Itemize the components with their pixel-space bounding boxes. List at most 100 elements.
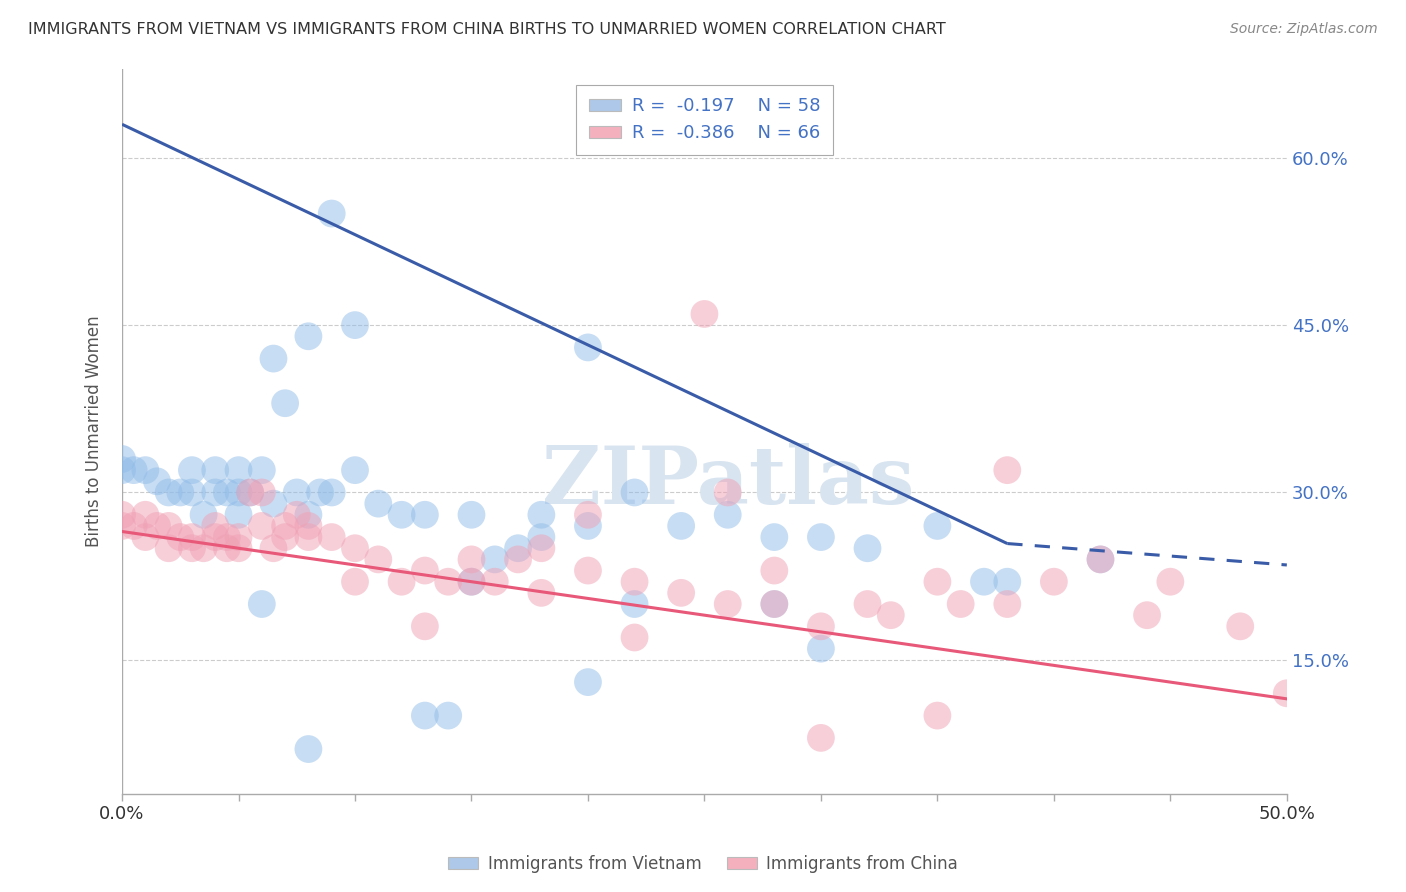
Point <box>856 541 879 556</box>
Point <box>274 396 297 410</box>
Point <box>763 564 786 578</box>
Text: Source: ZipAtlas.com: Source: ZipAtlas.com <box>1230 22 1378 37</box>
Point <box>530 508 553 522</box>
Point <box>995 463 1018 477</box>
Point <box>1043 574 1066 589</box>
Point <box>134 463 156 477</box>
Point <box>576 675 599 690</box>
Point <box>810 619 832 633</box>
Point <box>391 574 413 589</box>
Point <box>204 519 226 533</box>
Point <box>1159 574 1181 589</box>
Point <box>204 463 226 477</box>
Point <box>134 530 156 544</box>
Point <box>228 463 250 477</box>
Point <box>250 463 273 477</box>
Point <box>576 340 599 354</box>
Point <box>484 574 506 589</box>
Point <box>263 351 285 366</box>
Point <box>321 485 343 500</box>
Point <box>239 485 262 500</box>
Point <box>576 508 599 522</box>
Point <box>1090 552 1112 566</box>
Point <box>181 485 204 500</box>
Point <box>880 608 903 623</box>
Point <box>239 485 262 500</box>
Point <box>623 574 645 589</box>
Point <box>1090 552 1112 566</box>
Point <box>810 530 832 544</box>
Point <box>297 329 319 343</box>
Point <box>530 586 553 600</box>
Point <box>157 519 180 533</box>
Point <box>437 708 460 723</box>
Point <box>460 552 482 566</box>
Point <box>763 597 786 611</box>
Point <box>973 574 995 589</box>
Point <box>122 519 145 533</box>
Point <box>693 307 716 321</box>
Point <box>274 519 297 533</box>
Legend: R =  -0.197    N = 58, R =  -0.386    N = 66: R = -0.197 N = 58, R = -0.386 N = 66 <box>576 85 832 155</box>
Point <box>343 463 366 477</box>
Point <box>297 742 319 756</box>
Point <box>181 541 204 556</box>
Point <box>263 497 285 511</box>
Point <box>204 530 226 544</box>
Point <box>810 641 832 656</box>
Point <box>623 597 645 611</box>
Point <box>309 485 332 500</box>
Point <box>343 318 366 332</box>
Point <box>169 485 191 500</box>
Point <box>506 541 529 556</box>
Point <box>111 463 134 477</box>
Point <box>995 574 1018 589</box>
Point <box>669 519 692 533</box>
Point <box>1136 608 1159 623</box>
Point <box>949 597 972 611</box>
Point <box>576 564 599 578</box>
Point <box>157 541 180 556</box>
Point <box>169 530 191 544</box>
Point <box>437 574 460 589</box>
Point <box>181 463 204 477</box>
Point <box>181 530 204 544</box>
Point <box>927 708 949 723</box>
Point <box>250 519 273 533</box>
Point <box>157 485 180 500</box>
Point <box>343 541 366 556</box>
Point <box>215 485 238 500</box>
Point <box>530 530 553 544</box>
Point <box>506 552 529 566</box>
Point <box>717 508 740 522</box>
Point <box>530 541 553 556</box>
Point <box>669 586 692 600</box>
Point <box>111 508 134 522</box>
Point <box>623 631 645 645</box>
Point <box>460 574 482 589</box>
Point <box>285 485 308 500</box>
Text: IMMIGRANTS FROM VIETNAM VS IMMIGRANTS FROM CHINA BIRTHS TO UNMARRIED WOMEN CORRE: IMMIGRANTS FROM VIETNAM VS IMMIGRANTS FR… <box>28 22 946 37</box>
Point <box>391 508 413 522</box>
Point <box>146 519 169 533</box>
Point <box>717 485 740 500</box>
Point <box>367 552 389 566</box>
Point <box>228 508 250 522</box>
Point <box>215 530 238 544</box>
Point <box>274 530 297 544</box>
Point <box>763 530 786 544</box>
Point <box>995 597 1018 611</box>
Point <box>367 497 389 511</box>
Point <box>193 508 215 522</box>
Point <box>250 597 273 611</box>
Point <box>111 519 134 533</box>
Point <box>413 564 436 578</box>
Point <box>228 541 250 556</box>
Point <box>717 597 740 611</box>
Y-axis label: Births to Unmarried Women: Births to Unmarried Women <box>86 315 103 547</box>
Point <box>228 530 250 544</box>
Point <box>111 452 134 467</box>
Point <box>1229 619 1251 633</box>
Point <box>321 530 343 544</box>
Point <box>856 597 879 611</box>
